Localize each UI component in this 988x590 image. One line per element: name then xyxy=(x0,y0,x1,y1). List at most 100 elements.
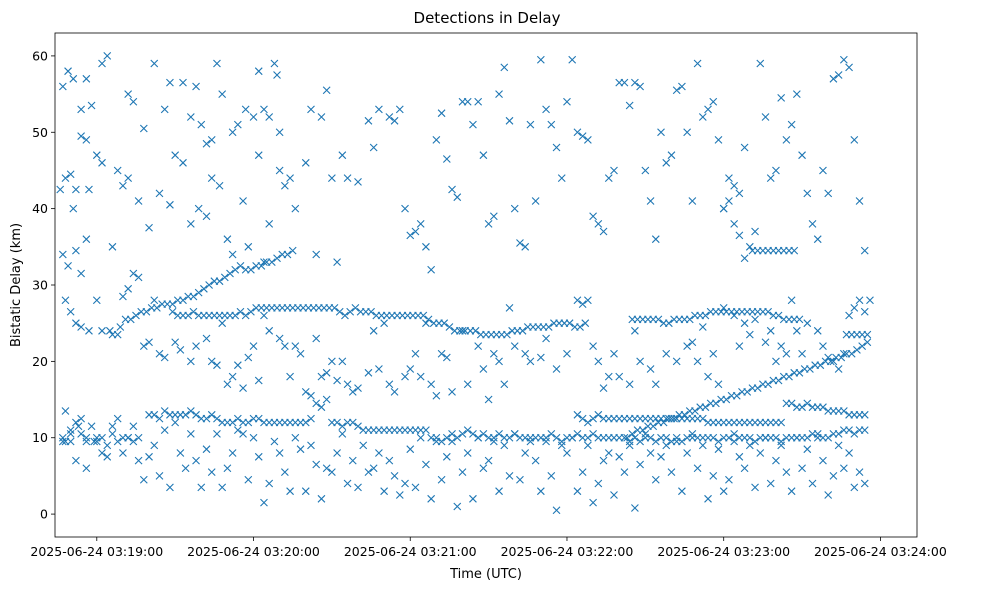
detection-point xyxy=(139,475,148,484)
detection-point xyxy=(698,113,707,121)
detection-point xyxy=(124,433,133,442)
detection-point xyxy=(265,326,274,335)
detection-point xyxy=(819,456,827,465)
detection-point xyxy=(406,445,415,454)
detection-point xyxy=(354,178,362,186)
detection-point xyxy=(479,464,488,473)
detection-point xyxy=(730,181,739,190)
detection-point xyxy=(714,437,723,446)
detection-point xyxy=(226,269,234,278)
detection-point xyxy=(82,235,91,244)
detection-point xyxy=(419,311,428,320)
detection-point xyxy=(505,304,514,312)
detection-point xyxy=(442,433,451,442)
detection-point xyxy=(751,227,759,236)
detection-point xyxy=(448,388,456,396)
detection-point xyxy=(826,357,835,366)
detection-point xyxy=(233,120,242,129)
detection-point xyxy=(589,430,597,438)
detection-point xyxy=(445,323,454,331)
detection-point xyxy=(307,441,315,450)
detection-point xyxy=(745,433,754,442)
detection-point xyxy=(678,487,686,496)
detection-point xyxy=(714,136,723,144)
detection-point xyxy=(834,365,843,373)
detection-point xyxy=(709,97,718,106)
detection-point xyxy=(192,342,200,350)
detection-point xyxy=(166,200,174,209)
detection-point xyxy=(803,319,812,328)
detection-point xyxy=(317,494,326,503)
detection-point xyxy=(77,323,86,331)
detection-point xyxy=(176,346,185,354)
detection-point xyxy=(753,384,762,392)
detection-point xyxy=(395,491,404,499)
detection-point xyxy=(74,422,83,431)
detection-point xyxy=(194,288,203,297)
detection-point xyxy=(432,391,441,400)
detection-point xyxy=(348,456,357,465)
detection-point xyxy=(678,437,686,446)
detection-point xyxy=(628,430,637,438)
detection-point xyxy=(207,410,216,419)
detection-point xyxy=(787,120,796,129)
detection-point xyxy=(680,410,689,419)
detection-point xyxy=(192,410,200,419)
detection-point xyxy=(664,319,673,328)
detection-point xyxy=(64,262,72,270)
detection-point xyxy=(803,399,812,408)
detection-point xyxy=(197,483,206,492)
detection-point xyxy=(231,265,240,274)
y-tick-label: 60 xyxy=(32,48,48,63)
detection-point xyxy=(850,430,859,438)
detection-point xyxy=(583,136,592,144)
detection-point xyxy=(484,220,493,228)
detection-point xyxy=(244,353,253,362)
detection-point xyxy=(87,422,96,431)
detection-point xyxy=(636,460,645,469)
detection-point xyxy=(495,90,503,98)
detection-point xyxy=(510,430,519,438)
detection-point xyxy=(730,430,739,438)
detection-point xyxy=(202,212,211,221)
detection-point xyxy=(536,55,545,64)
detection-point xyxy=(134,273,143,282)
detection-point xyxy=(578,300,587,308)
detection-point xyxy=(348,418,357,427)
detection-point xyxy=(307,105,315,114)
detection-point xyxy=(808,479,817,488)
detection-point xyxy=(160,407,169,415)
detection-point xyxy=(280,468,289,476)
x-tick-label: 2025-06-24 03:22:00 xyxy=(501,544,634,559)
detection-point xyxy=(557,437,566,446)
detection-point xyxy=(604,372,613,381)
detection-point xyxy=(401,372,409,381)
detection-point xyxy=(489,349,498,358)
detection-point xyxy=(740,319,749,328)
detection-point xyxy=(709,349,718,358)
detection-point xyxy=(662,158,671,167)
detection-point xyxy=(380,487,389,496)
detection-point xyxy=(437,349,446,358)
detection-point xyxy=(683,449,692,457)
detection-point xyxy=(354,422,362,431)
detection-point xyxy=(194,204,203,213)
detection-point xyxy=(688,338,697,347)
detection-point xyxy=(860,479,869,488)
detection-point xyxy=(646,433,655,442)
detection-point xyxy=(469,430,477,438)
detection-point xyxy=(233,426,242,434)
detection-point xyxy=(625,441,634,450)
detection-point xyxy=(542,437,550,446)
detection-point xyxy=(725,174,733,182)
detection-point xyxy=(761,113,770,121)
detection-point xyxy=(693,357,702,366)
detection-point xyxy=(536,487,545,496)
detection-point xyxy=(233,361,242,370)
detection-point xyxy=(573,296,582,305)
detection-point xyxy=(254,67,263,76)
detection-point xyxy=(333,376,341,385)
detection-point xyxy=(181,464,190,473)
detection-point xyxy=(860,246,869,255)
detection-point xyxy=(858,342,867,350)
